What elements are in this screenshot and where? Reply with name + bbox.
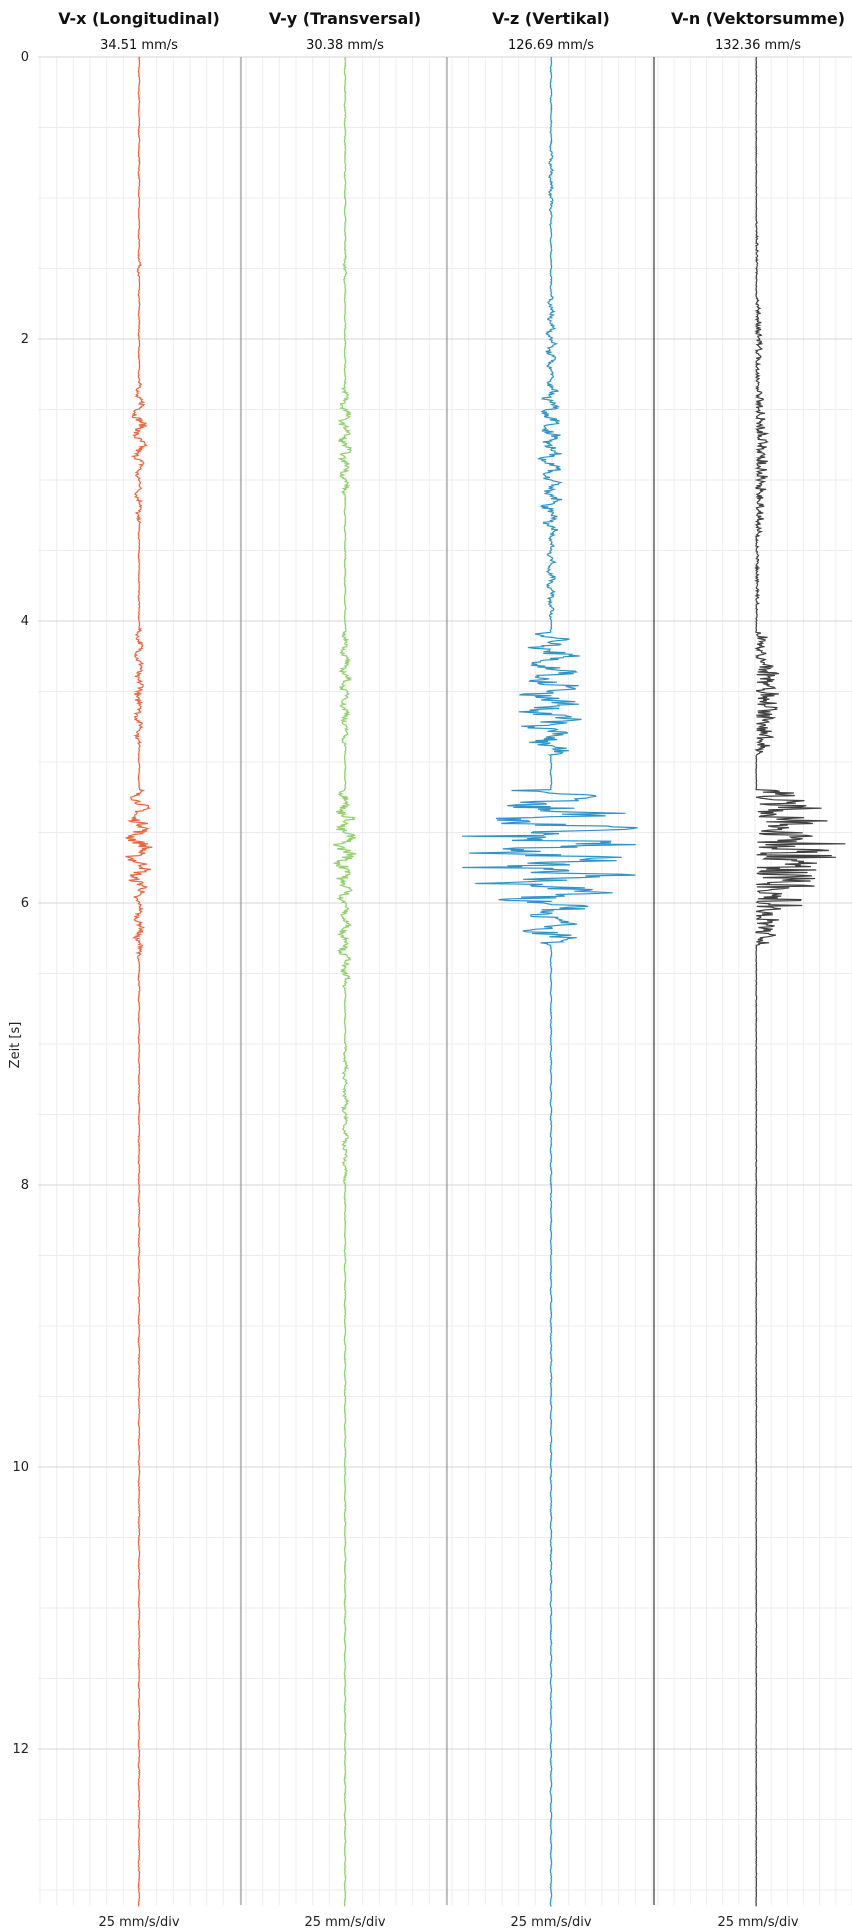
y-axis-label: Zeit [s] xyxy=(8,1022,23,1069)
series-title: V-y (Transversal) xyxy=(269,9,421,28)
y-tick-label: 4 xyxy=(21,614,29,629)
traces xyxy=(125,56,846,1907)
y-tick-label: 2 xyxy=(21,332,29,347)
series-scale-label: 25 mm/s/div xyxy=(510,1915,591,1930)
y-tick-label: 0 xyxy=(21,50,29,65)
series-title: V-z (Vertikal) xyxy=(492,9,610,28)
series-title: V-n (Vektorsumme) xyxy=(671,9,845,28)
series-peak-value: 132.36 mm/s xyxy=(715,38,801,53)
grid xyxy=(38,56,852,1905)
series-title: V-x (Longitudinal) xyxy=(58,9,220,28)
series-scale-label: 25 mm/s/div xyxy=(98,1915,179,1930)
labels: 0 2 4 6 8 10 12 V-x (Longitudinal) 34.51 mm/s 25 … xyxy=(12,9,845,1930)
y-tick-label: 8 xyxy=(21,1178,29,1193)
y-tick-label: 12 xyxy=(12,1742,29,1757)
series-trace xyxy=(333,56,357,1907)
series-peak-value: 30.38 mm/s xyxy=(306,38,384,53)
y-tick-label: 10 xyxy=(12,1460,29,1475)
series-scale-label: 25 mm/s/div xyxy=(717,1915,798,1930)
series-trace xyxy=(754,56,846,1907)
series-peak-value: 126.69 mm/s xyxy=(508,38,594,53)
y-tick-label: 6 xyxy=(21,896,29,911)
series-scale-label: 25 mm/s/div xyxy=(304,1915,385,1930)
series-peak-value: 34.51 mm/s xyxy=(100,38,178,53)
series-trace xyxy=(462,56,638,1907)
panel-separators xyxy=(240,57,655,1905)
series-trace xyxy=(125,56,153,1907)
